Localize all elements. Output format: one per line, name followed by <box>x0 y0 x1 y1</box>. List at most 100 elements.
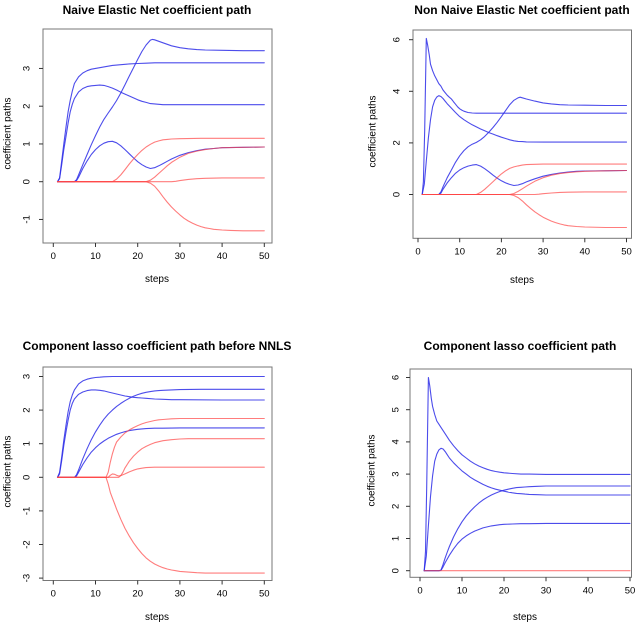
y-axis-label: coefficient paths <box>366 434 378 507</box>
series-line-blue-3 <box>423 485 631 572</box>
plot-box <box>42 28 273 244</box>
y-tick-label: 3 <box>22 66 33 71</box>
plot-box <box>409 368 632 578</box>
x-tick-label: 20 <box>496 247 507 258</box>
y-tick-label: 3 <box>22 374 33 379</box>
series-line-red-2 <box>56 438 265 478</box>
x-tick-label: 10 <box>90 589 101 600</box>
x-axis-label: steps <box>145 612 169 623</box>
y-tick-label: -1 <box>22 507 33 515</box>
y-tick-label: 2 <box>22 407 33 412</box>
panel-component-lasso: 0 10 20 30 40 50 0 1 2 3 4 5 6 Component lasso coeff… <box>320 314 640 628</box>
y-tick-label: 0 <box>391 568 402 573</box>
y-tick-label: -2 <box>22 540 33 548</box>
series-line-red-1 <box>56 137 265 183</box>
y-tick-label: 1 <box>22 141 33 146</box>
y-tick-label: 5 <box>391 407 402 412</box>
x-tick-label: 20 <box>132 251 143 262</box>
series-line-red-4 <box>56 476 265 574</box>
x-axis-label: steps <box>145 274 169 285</box>
x-tick-label: 50 <box>259 251 270 262</box>
series-line-blue-2 <box>56 389 265 478</box>
series-line-blue-3 <box>421 96 628 196</box>
y-tick-label: 2 <box>22 104 33 109</box>
plot-svg: 0 10 20 30 40 50 0 1 2 3 4 5 6 <box>391 368 636 597</box>
series-line-red-3 <box>56 177 265 183</box>
y-tick-label: 1 <box>22 441 33 446</box>
series-line-blue-4 <box>56 427 265 478</box>
x-tick-label: 40 <box>580 247 591 258</box>
x-tick-label: 50 <box>259 589 270 600</box>
x-tick-label: 10 <box>457 586 468 597</box>
x-tick-label: 40 <box>217 251 228 262</box>
panel-title: Naive Elastic Net coefficient path <box>62 3 252 17</box>
series-line-blue-1 <box>56 62 265 183</box>
y-tick-label: 3 <box>391 471 402 476</box>
y-tick-label: -1 <box>22 215 33 223</box>
series-line-blue-3 <box>56 388 265 478</box>
plot-box <box>412 29 632 239</box>
series-line-red-2 <box>56 146 265 183</box>
series-line-red-3 <box>421 191 628 196</box>
series-line-red-1 <box>56 417 265 478</box>
y-tick-label: 0 <box>22 179 33 184</box>
series-line-blue-2 <box>56 84 265 183</box>
panel-title: Component lasso coefficient path <box>423 339 617 353</box>
x-tick-label: 0 <box>51 251 56 262</box>
series-line-blue-1 <box>423 376 631 572</box>
x-axis-label: steps <box>510 275 534 286</box>
x-tick-label: 10 <box>90 251 101 262</box>
y-tick-label: 0 <box>392 192 403 197</box>
series-line-red-3 <box>56 466 265 478</box>
y-tick-label: 0 <box>22 475 33 480</box>
series-line-blue-1 <box>421 37 628 196</box>
x-tick-label: 40 <box>217 589 228 600</box>
plot-svg: 0 10 20 30 40 50 -1 0 1 2 3 <box>22 28 273 262</box>
series-line-blue-2 <box>421 95 628 196</box>
y-tick-label: 6 <box>392 37 403 42</box>
x-tick-label: 0 <box>51 589 56 600</box>
y-tick-label: 1 <box>391 536 402 541</box>
y-tick-label: 6 <box>391 375 402 380</box>
y-axis-label: coefficient paths <box>367 95 379 168</box>
x-tick-label: 40 <box>583 586 594 597</box>
x-tick-label: 0 <box>415 247 420 258</box>
panel-title: Non Naive Elastic Net coefficient path <box>414 3 630 17</box>
series-line-blue-4 <box>423 522 631 572</box>
y-tick-label: 2 <box>391 504 402 509</box>
series-line-red-4 <box>421 193 628 229</box>
x-tick-label: 20 <box>499 586 510 597</box>
x-tick-label: 30 <box>541 586 552 597</box>
plot-svg: 0 10 20 30 40 50 -3 -2 -1 0 1 2 3 <box>22 366 273 600</box>
y-tick-label: 4 <box>392 89 403 94</box>
x-tick-label: 0 <box>417 586 422 597</box>
series-line-blue-4 <box>421 164 628 196</box>
x-tick-label: 50 <box>625 586 636 597</box>
y-tick-label: 2 <box>392 140 403 145</box>
series-line-blue-3 <box>56 38 265 183</box>
series-line-red-1 <box>421 163 628 196</box>
x-tick-label: 10 <box>454 247 465 258</box>
panel-component-lasso-before-nnls: 0 10 20 30 40 50 -3 -2 -1 0 1 2 3 Component lasso co… <box>0 314 320 628</box>
y-tick-label: 4 <box>391 439 402 444</box>
x-tick-label: 30 <box>175 589 186 600</box>
plot-box <box>42 366 273 581</box>
x-tick-label: 20 <box>132 589 143 600</box>
series-line-red-2 <box>421 169 628 196</box>
panel-non-naive-elastic-net: 0 10 20 30 40 50 0 2 4 6 Non Naive Elastic Net co… <box>320 0 640 314</box>
series-line-blue-2 <box>423 447 631 572</box>
plot-svg: 0 10 20 30 40 50 0 2 4 6 <box>392 29 632 258</box>
x-tick-label: 30 <box>175 251 186 262</box>
y-axis-label: coefficient paths <box>2 97 14 170</box>
series-line-blue-4 <box>56 140 265 183</box>
series-line-blue-1 <box>56 375 265 478</box>
y-tick-label: -3 <box>22 574 33 582</box>
x-tick-label: 50 <box>621 247 632 258</box>
y-axis-label: coefficient paths <box>2 435 14 508</box>
panel-naive-elastic-net: 0 10 20 30 40 50 -1 0 1 2 3 Naive Elastic Net coef… <box>0 0 320 314</box>
panel-title: Component lasso coefficient path before … <box>22 339 292 353</box>
x-axis-label: steps <box>513 612 537 623</box>
series-line-red-4 <box>56 181 265 232</box>
x-tick-label: 30 <box>538 247 549 258</box>
